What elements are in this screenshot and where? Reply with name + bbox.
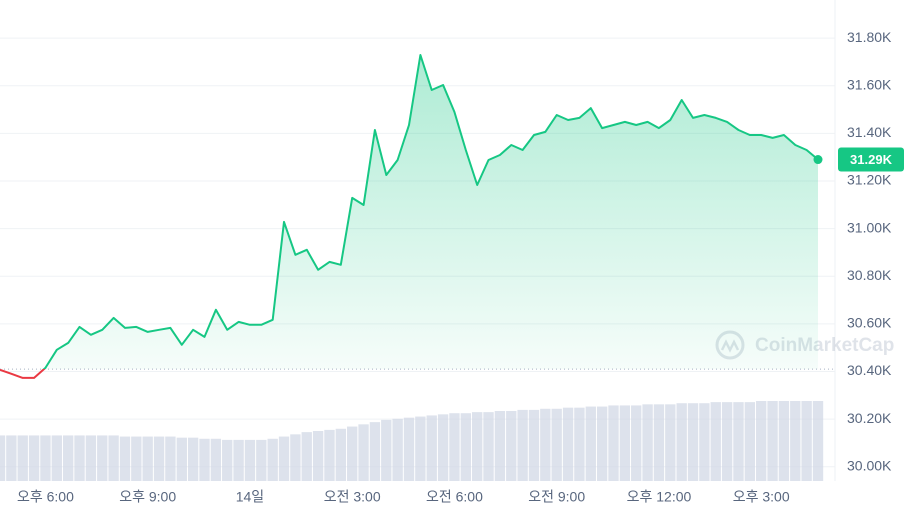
volume-bar xyxy=(631,405,642,481)
volume-bar xyxy=(97,435,108,481)
volume-bar xyxy=(0,435,6,481)
volume-bar xyxy=(358,424,369,481)
volume-bar xyxy=(710,402,721,481)
x-tick-label: 오후 6:00 xyxy=(17,489,74,505)
volume-bar xyxy=(222,439,233,481)
price-area xyxy=(0,55,818,370)
volume-bar xyxy=(28,435,40,481)
volume-bar xyxy=(6,435,17,481)
volume-bar xyxy=(244,439,256,481)
volume-bar xyxy=(483,412,494,481)
volume-bar xyxy=(74,435,85,481)
volume-bar xyxy=(449,413,460,481)
volume-bar xyxy=(642,404,653,481)
volume-bar xyxy=(801,401,812,481)
x-tick-label: 오후 9:00 xyxy=(119,489,176,505)
volume-bar xyxy=(62,435,74,481)
volume-bar xyxy=(278,436,290,481)
volume-bar xyxy=(596,406,608,481)
y-tick-label: 31.40K xyxy=(847,124,892,140)
volume-bar xyxy=(721,402,733,481)
volume-bar xyxy=(551,408,562,481)
volume-bar xyxy=(756,401,767,481)
x-tick-label: 오후 3:00 xyxy=(733,489,790,505)
x-tick-label: 오전 6:00 xyxy=(426,489,483,505)
volume-bar xyxy=(437,414,449,481)
volume-bar xyxy=(119,436,131,481)
volume-bar xyxy=(85,435,97,481)
volume-bar xyxy=(426,415,437,481)
volume-bar xyxy=(767,401,778,481)
volume-bar xyxy=(790,401,801,481)
volume-bar xyxy=(778,401,790,481)
volume-bar xyxy=(187,437,199,481)
volume-bar xyxy=(153,436,165,481)
volume-bar xyxy=(312,431,324,481)
volume-bar xyxy=(608,405,619,481)
volume-bar xyxy=(585,406,596,481)
y-tick-label: 31.00K xyxy=(847,219,892,235)
volume-bar xyxy=(51,435,62,481)
y-tick-label: 30.00K xyxy=(847,457,892,473)
volume-bar xyxy=(324,429,335,481)
volume-bar xyxy=(415,416,426,481)
volume-bar xyxy=(142,436,153,481)
volume-bar xyxy=(812,401,824,481)
x-tick-label: 오전 3:00 xyxy=(324,489,381,505)
y-tick-label: 30.80K xyxy=(847,267,892,283)
volume-bar xyxy=(256,439,267,481)
volume-bar xyxy=(733,402,744,481)
x-tick-label: 오후 12:00 xyxy=(627,489,692,505)
volume-bar xyxy=(460,413,471,481)
volume-bar xyxy=(392,418,403,481)
volume-bar xyxy=(347,426,358,481)
volume-bar xyxy=(40,435,51,481)
volume-bar xyxy=(494,411,506,481)
x-tick-label: 14일 xyxy=(236,489,264,505)
volume-bar xyxy=(210,438,222,481)
volume-bar xyxy=(199,438,210,481)
volume-bar xyxy=(676,403,687,481)
y-tick-label: 30.60K xyxy=(847,315,892,331)
volume-bar xyxy=(176,437,187,481)
volume-bar xyxy=(562,407,574,481)
volume-bar xyxy=(17,435,28,481)
volume-bar xyxy=(619,405,631,481)
volume-bar xyxy=(687,403,699,481)
last-point xyxy=(813,155,823,165)
volume-bar xyxy=(108,435,119,481)
y-tick-label: 30.20K xyxy=(847,410,892,426)
volume-bar xyxy=(381,419,392,481)
y-tick-label: 31.60K xyxy=(847,76,892,92)
volume-bar xyxy=(665,404,676,481)
price-line xyxy=(0,54,819,379)
price-tag-label: 31.29K xyxy=(850,152,893,167)
volume-bar xyxy=(267,438,278,481)
volume-bar xyxy=(233,439,244,481)
volume-bar xyxy=(290,434,301,481)
volume-bar xyxy=(403,417,415,481)
volume-bar xyxy=(574,407,585,481)
y-tick-label: 31.20K xyxy=(847,172,892,188)
volume-bar xyxy=(165,436,176,481)
volume-bar xyxy=(528,409,540,481)
y-tick-label: 30.40K xyxy=(847,362,892,378)
volume-bar xyxy=(369,422,381,481)
x-tick-label: 오전 9:00 xyxy=(528,489,585,505)
volume-bar xyxy=(653,404,665,481)
volume-bar xyxy=(131,436,142,481)
volume-bar xyxy=(699,403,710,481)
volume-bar xyxy=(301,432,312,481)
price-tag xyxy=(838,147,904,172)
volume-bar xyxy=(335,428,347,481)
volume-bar xyxy=(540,408,551,481)
volume-bar xyxy=(471,412,483,481)
volume-bar xyxy=(506,411,517,481)
y-tick-label: 31.80K xyxy=(847,29,892,45)
volume-bar xyxy=(517,409,528,481)
volume-bar xyxy=(744,402,756,481)
